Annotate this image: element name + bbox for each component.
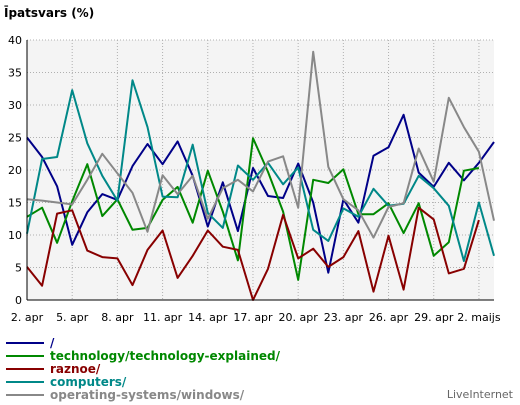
x-tick-label: 20. apr bbox=[279, 311, 319, 324]
x-tick-label: 2. maijs bbox=[457, 311, 501, 324]
x-tick-label: 26. apr bbox=[369, 311, 409, 324]
x-tick-label: 29. apr bbox=[414, 311, 454, 324]
y-tick-label: 15 bbox=[8, 197, 22, 210]
x-tick-label: 11. apr bbox=[143, 311, 183, 324]
x-tick-label: 14. apr bbox=[188, 311, 228, 324]
y-tick-label: 0 bbox=[15, 294, 22, 307]
legend-label-3: computers/ bbox=[50, 375, 127, 389]
axes: 0 5 10 15 20 25 30 35 40 2. apr 5. apr 8. apr 11. ap… bbox=[8, 34, 501, 324]
branding-label: LiveInternet bbox=[447, 388, 514, 401]
y-tick-label: 10 bbox=[8, 229, 22, 242]
legend: /technology/technology-explained/raznoe/… bbox=[6, 336, 281, 402]
legend-label-1: technology/technology-explained/ bbox=[50, 349, 281, 363]
y-tick-label: 35 bbox=[8, 67, 22, 80]
x-tick-label: 2. apr bbox=[11, 311, 44, 324]
y-tick-label: 40 bbox=[8, 34, 22, 47]
y-tick-label: 5 bbox=[15, 262, 22, 275]
series-line-1 bbox=[26, 137, 480, 281]
x-tick-label: 17. apr bbox=[233, 311, 273, 324]
chart-title: Īpatsvars (%) bbox=[4, 6, 94, 20]
series-line-4 bbox=[26, 50, 495, 239]
y-tick-label: 30 bbox=[8, 99, 22, 112]
series-line-3 bbox=[26, 79, 495, 262]
x-tick-label: 5. apr bbox=[56, 311, 89, 324]
x-tick-label: 23. apr bbox=[324, 311, 364, 324]
legend-label-2: raznoe/ bbox=[50, 362, 101, 376]
x-tick-label: 8. apr bbox=[101, 311, 134, 324]
series-line-0 bbox=[26, 113, 495, 274]
y-tick-label: 25 bbox=[8, 132, 22, 145]
legend-label-4: operating-systems/windows/ bbox=[50, 388, 245, 402]
y-tick-label: 20 bbox=[8, 164, 22, 177]
legend-label-0: / bbox=[50, 336, 55, 350]
